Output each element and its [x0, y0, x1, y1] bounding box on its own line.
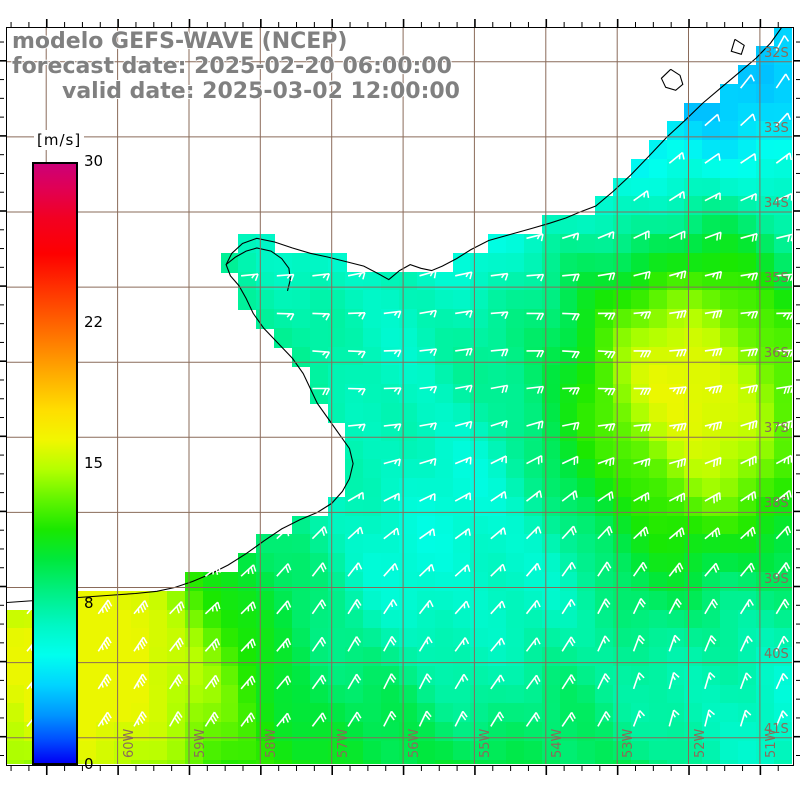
top-axis-ruler	[10, 19, 779, 27]
map-frame	[6, 27, 794, 766]
right-axis-ruler	[794, 41, 800, 756]
wind-speed-raster	[7, 28, 792, 764]
bottom-axis-ruler	[10, 766, 779, 775]
map-canvas-area	[7, 28, 793, 765]
